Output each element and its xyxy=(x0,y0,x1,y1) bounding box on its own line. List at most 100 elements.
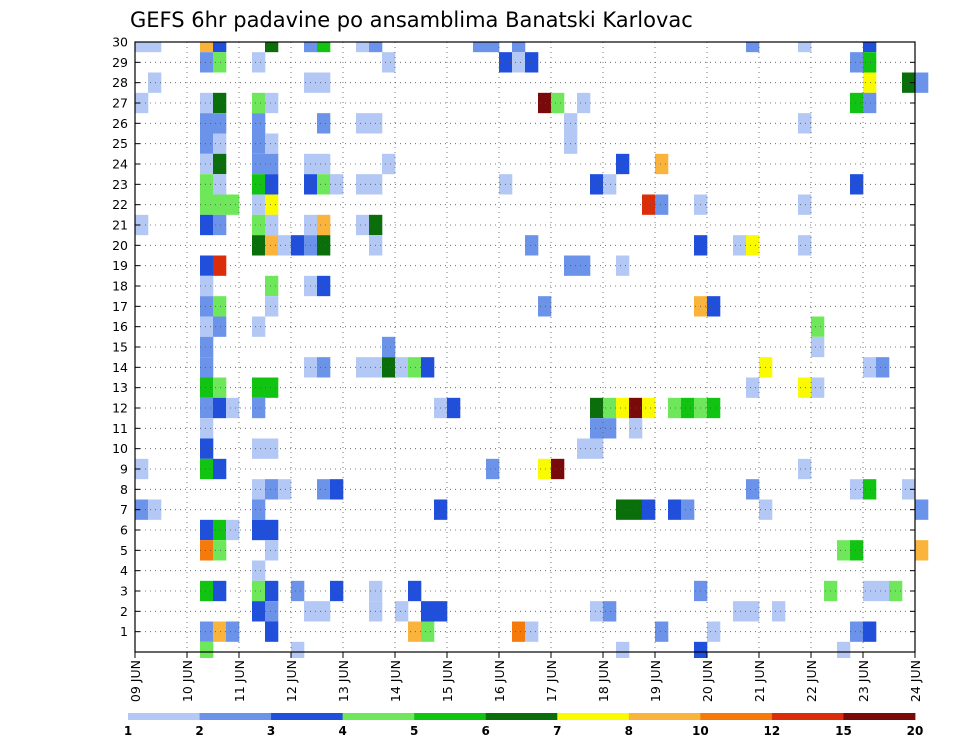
y-tick-label: 9 xyxy=(120,462,128,477)
heatmap-cell xyxy=(213,519,227,541)
y-tick-label: 4 xyxy=(120,563,128,578)
heatmap-cell xyxy=(291,235,305,256)
heatmap-cell xyxy=(330,580,344,602)
heatmap-cell xyxy=(226,397,240,419)
colorbar-label: 10 xyxy=(692,724,709,738)
heatmap-cell xyxy=(317,601,331,622)
heatmap-cell xyxy=(863,92,877,114)
colorbar-label: 6 xyxy=(482,724,490,738)
heatmap-cell xyxy=(213,540,227,561)
heatmap-cell xyxy=(837,641,851,658)
heatmap-cell xyxy=(252,397,266,419)
heatmap-cell xyxy=(811,316,825,337)
heatmap-cell xyxy=(512,621,526,642)
heatmap-cell xyxy=(681,397,695,419)
heatmap-cell xyxy=(356,174,370,195)
heatmap-cell xyxy=(278,235,292,256)
heatmap-cell xyxy=(252,92,266,114)
x-tick-label: 14 JUN xyxy=(388,660,403,702)
heatmap-cell xyxy=(590,174,604,195)
heatmap-cell xyxy=(200,418,214,439)
heatmap-cell xyxy=(642,194,656,215)
heatmap-cell xyxy=(213,316,227,337)
heatmap-cell xyxy=(135,214,149,236)
heatmap-cell xyxy=(746,377,760,398)
y-tick-label: 19 xyxy=(112,258,128,273)
heatmap-cell xyxy=(603,601,617,622)
x-tick-label: 12 JUN xyxy=(284,660,299,702)
heatmap-cell xyxy=(525,52,539,73)
heatmap-cell xyxy=(148,42,162,53)
heatmap-cell xyxy=(252,560,266,581)
heatmap-cell xyxy=(746,235,760,256)
heatmap-cell xyxy=(200,397,214,419)
heatmap-cell xyxy=(512,42,526,53)
heatmap-cell xyxy=(252,153,266,175)
heatmap-cell xyxy=(811,336,825,358)
y-tick-label: 22 xyxy=(112,197,128,212)
colorbar-label: 8 xyxy=(625,724,633,738)
heatmap-cell xyxy=(200,357,214,378)
heatmap-cell xyxy=(317,153,331,175)
heatmap-cell xyxy=(200,438,214,459)
heatmap-cell xyxy=(213,397,227,419)
heatmap-cell xyxy=(252,52,266,73)
colorbar-label: 3 xyxy=(267,724,275,738)
colorbar-label: 20 xyxy=(907,724,924,738)
heatmap-cell xyxy=(213,458,227,480)
heatmap-cell xyxy=(863,479,877,500)
y-tick-label: 20 xyxy=(112,238,128,253)
colorbar-segment xyxy=(700,713,773,720)
heatmap-cell xyxy=(915,499,929,520)
x-tick-label: 16 JUN xyxy=(492,660,507,702)
y-tick-label: 10 xyxy=(112,441,128,456)
y-tick-label: 3 xyxy=(120,584,128,599)
y-tick-label: 1 xyxy=(120,624,128,639)
heatmap-cell xyxy=(577,92,591,114)
heatmap-cell xyxy=(356,357,370,378)
heatmap-cell xyxy=(200,458,214,480)
y-tick-label: 25 xyxy=(112,136,128,151)
heatmap-cell xyxy=(200,174,214,195)
heatmap-cell xyxy=(265,601,279,622)
colorbar-segment xyxy=(843,713,916,720)
y-axis: 1234567891011121314151617181920212223242… xyxy=(112,35,915,639)
heatmap-cell xyxy=(642,499,656,520)
colorbar-segment xyxy=(628,713,701,720)
heatmap-cell xyxy=(252,479,266,500)
heatmap-cell xyxy=(200,621,214,642)
colorbar-label: 4 xyxy=(338,724,346,738)
heatmap-cell xyxy=(200,540,214,561)
heatmap-cell xyxy=(616,499,630,520)
x-tick-label: 24 JUN xyxy=(908,660,923,702)
heatmap-cell xyxy=(850,52,864,73)
x-tick-label: 09 JUN xyxy=(128,660,143,702)
heatmap-cell xyxy=(135,499,149,520)
heatmap-cell xyxy=(213,42,227,53)
heatmap-cell xyxy=(200,336,214,358)
heatmap-cell xyxy=(850,92,864,114)
heatmap-cell xyxy=(330,479,344,500)
heatmap-cell xyxy=(252,316,266,337)
heatmap-cell xyxy=(395,357,409,378)
heatmap-cell xyxy=(382,52,396,73)
heatmap-cell xyxy=(200,316,214,337)
heatmap-cell xyxy=(551,458,565,480)
heatmap-cell xyxy=(265,235,279,256)
heatmap-cell xyxy=(733,235,747,256)
y-tick-label: 26 xyxy=(112,116,128,131)
heatmap-cell xyxy=(798,42,812,53)
heatmap-cell xyxy=(408,580,422,602)
colorbar-segment xyxy=(771,713,844,720)
x-tick-label: 20 JUN xyxy=(700,660,715,702)
heatmap-cell xyxy=(200,113,214,134)
y-tick-label: 7 xyxy=(120,502,128,517)
heatmap-cell xyxy=(317,174,331,195)
heatmap-cell xyxy=(213,52,227,73)
heatmap-cell xyxy=(200,52,214,73)
grid-lines xyxy=(135,41,915,652)
heatmap-cell xyxy=(200,377,214,398)
heatmap-cell xyxy=(603,397,617,419)
y-tick-label: 6 xyxy=(120,523,128,538)
